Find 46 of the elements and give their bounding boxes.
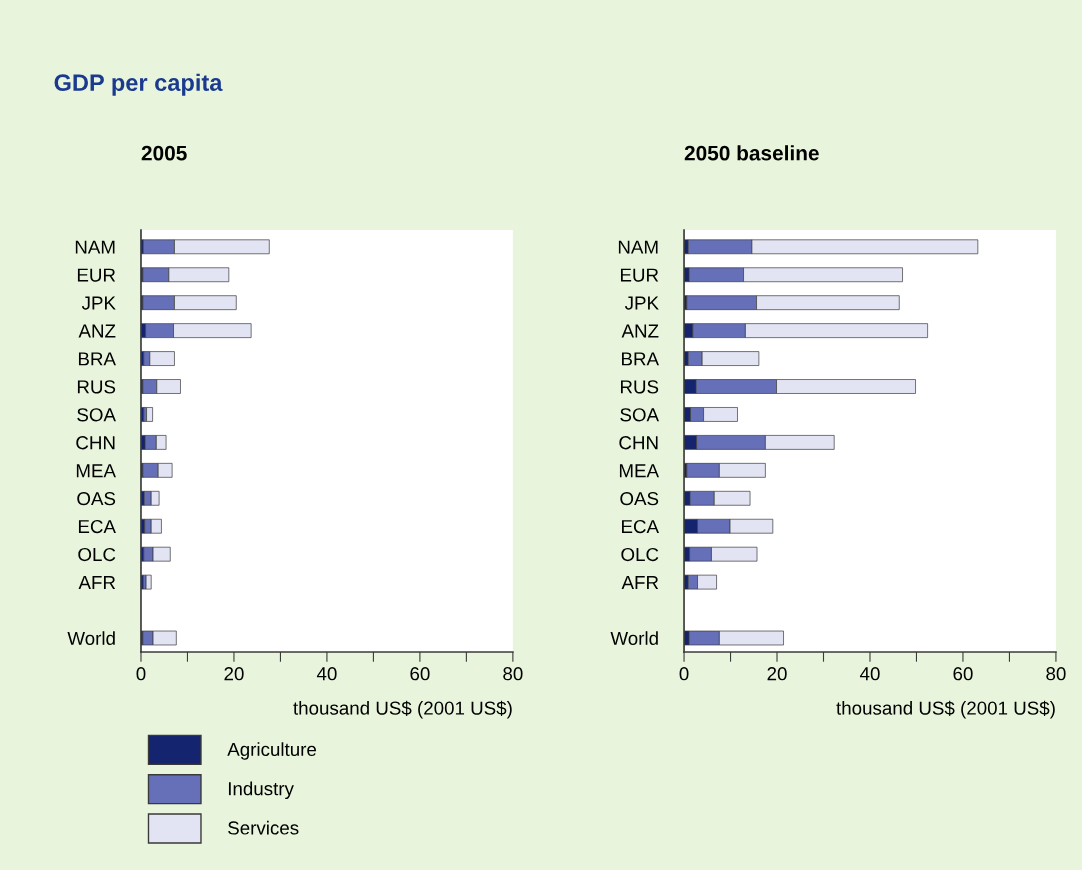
x-tick-label: 20 bbox=[767, 667, 787, 681]
y-tick-label: SOA bbox=[620, 408, 659, 422]
x-tick-label: 80 bbox=[503, 667, 523, 681]
y-tick-label: EUR bbox=[77, 268, 116, 282]
y-tick-label: ECA bbox=[78, 519, 116, 534]
y-tick-label: OLC bbox=[78, 547, 116, 562]
x-tick-label: 40 bbox=[316, 667, 337, 681]
y-tick-label: ANZ bbox=[78, 324, 116, 338]
y-tick-label: World bbox=[610, 631, 658, 645]
x-tick-label: 80 bbox=[1046, 667, 1066, 681]
chart-subtitle: 2050 baseline bbox=[684, 145, 819, 161]
legend-label: Industry bbox=[228, 781, 294, 800]
y-tick-label: NAM bbox=[618, 240, 658, 254]
y-tick-label: RUS bbox=[620, 380, 659, 394]
y-tick-label: RUS bbox=[77, 380, 116, 394]
x-tick-label: 60 bbox=[953, 667, 973, 681]
x-tick-label: 20 bbox=[224, 667, 244, 681]
y-tick-label: World bbox=[67, 631, 115, 645]
legend-label: Services bbox=[228, 820, 299, 835]
y-tick-label: BRA bbox=[78, 352, 116, 366]
y-tick-label: ECA bbox=[622, 519, 659, 534]
y-tick-label: CHN bbox=[76, 436, 115, 450]
x-tick-label: 60 bbox=[410, 667, 430, 681]
legend-label: Agriculture bbox=[227, 742, 317, 760]
chart-title: GDP per capita bbox=[54, 73, 223, 96]
y-tick-label: CHN bbox=[619, 436, 658, 450]
y-tick-label: OLC bbox=[621, 547, 659, 562]
y-tick-label: OAS bbox=[77, 491, 116, 506]
x-axis-title: thousand US$ (2001 US$) bbox=[293, 700, 512, 719]
y-tick-label: AFR bbox=[78, 576, 116, 589]
y-tick-label: BRA bbox=[622, 352, 659, 366]
x-tick-label: 40 bbox=[859, 667, 880, 681]
chart-subtitle: 2005 bbox=[141, 145, 187, 161]
y-tick-label: MEA bbox=[76, 464, 116, 478]
y-tick-label: JPK bbox=[624, 296, 659, 310]
y-tick-label: AFR bbox=[621, 576, 659, 589]
y-tick-label: EUR bbox=[620, 268, 659, 282]
y-tick-label: MEA bbox=[619, 464, 659, 478]
x-tick-label: 0 bbox=[679, 667, 689, 681]
y-tick-label: NAM bbox=[75, 240, 115, 254]
x-axis-title: thousand US$ (2001 US$) bbox=[836, 700, 1055, 719]
x-tick-label: 0 bbox=[136, 667, 146, 681]
y-tick-label: SOA bbox=[77, 408, 116, 422]
y-tick-label: ANZ bbox=[621, 324, 659, 338]
y-tick-label: OAS bbox=[620, 491, 659, 506]
y-tick-label: JPK bbox=[81, 296, 116, 310]
